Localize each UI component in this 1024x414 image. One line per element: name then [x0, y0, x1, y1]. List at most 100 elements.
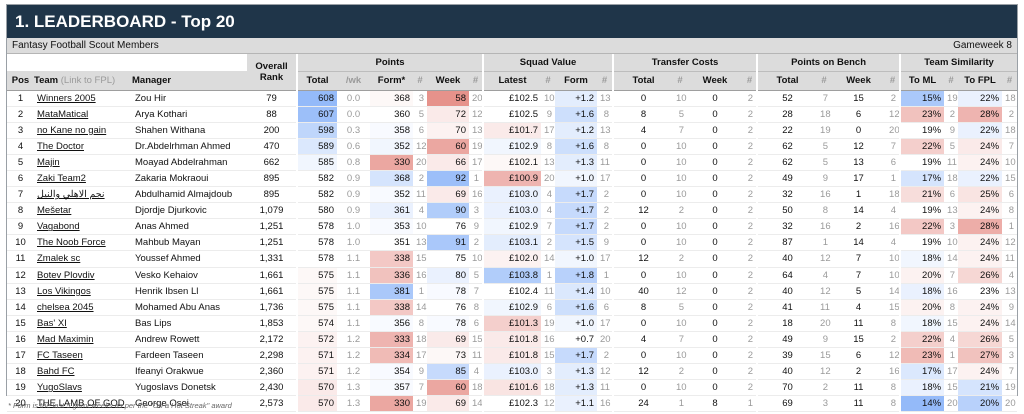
week-points-cell: 80	[427, 267, 469, 284]
team-link[interactable]: MataMatical	[34, 106, 132, 123]
squad-latest-rank-cell: 3	[541, 363, 555, 381]
bench-week-cell: 7	[831, 250, 887, 268]
points-total-cell: 589	[296, 138, 337, 155]
bench-week-rank-cell: 6	[886, 154, 901, 171]
squad-form-rank-cell: 2	[597, 186, 613, 204]
form-rank-cell: 19	[413, 395, 427, 413]
team-link[interactable]: Winners 2005	[34, 90, 132, 107]
bench-week-cell: 2	[831, 218, 887, 236]
transfer-total-cell: 12	[612, 250, 673, 268]
similarity-fpl-cell: 25%	[958, 186, 1003, 204]
squad-latest-cell: £103.8	[482, 267, 541, 284]
column-header-overall-rank: Overall Rank	[247, 54, 297, 91]
column-header-team: Team (Link to FPL)	[34, 71, 132, 91]
squad-latest-rank-cell: 4	[541, 202, 555, 220]
squad-form-cell: +1.6	[555, 299, 597, 316]
manager-cell: Mohamed Abu Anas	[132, 299, 247, 316]
manager-cell: Anas Ahmed	[132, 218, 247, 236]
squad-latest-rank-cell: 7	[541, 218, 555, 236]
squad-latest-rank-cell: 12	[541, 395, 555, 413]
bench-total-cell: 49	[756, 331, 818, 349]
team-link[interactable]: Mešetar	[34, 202, 132, 220]
table-row: 4 The Doctor Dr.Abdelrhman Ahmed 470 589 0.6 3…	[7, 138, 1018, 155]
squad-latest-rank-cell: 14	[541, 250, 555, 268]
week-rank-cell: 5	[469, 267, 483, 284]
squad-latest-rank-cell: 6	[541, 299, 555, 316]
team-link[interactable]: chelsea 2045	[34, 299, 132, 316]
team-link[interactable]: YugoSlavs	[34, 379, 132, 397]
overall-rank-cell: 1,079	[247, 202, 297, 220]
per-week-cell: 1.1	[337, 250, 370, 268]
squad-latest-rank-cell: 16	[541, 331, 555, 349]
pos-cell: 6	[7, 170, 34, 188]
squad-latest-cell: £102.4	[482, 283, 541, 300]
bench-week-rank-cell: 15	[886, 299, 901, 316]
bench-week-rank-cell: 8	[886, 395, 901, 413]
team-link[interactable]: Mad Maximin	[34, 331, 132, 349]
similarity-ml-cell: 17%	[899, 363, 945, 381]
similarity-ml-cell: 22%	[899, 331, 945, 349]
column-header-transfer-week: Week	[687, 71, 743, 91]
bench-total-cell: 87	[756, 234, 818, 252]
leaderboard-panel: 1. LEADERBOARD - Top 20 Fantasy Football…	[6, 4, 1018, 413]
similarity-fpl-rank-cell: 9	[1002, 299, 1018, 316]
team-link[interactable]: no Kane no gain	[34, 122, 132, 139]
similarity-ml-rank-cell: 15	[944, 379, 959, 397]
column-header-manager: Manager	[132, 71, 247, 91]
team-link[interactable]: Bahd FC	[34, 363, 132, 381]
form-rank-cell: 17	[413, 347, 427, 365]
team-link[interactable]: Vagabond	[34, 218, 132, 236]
week-rank-cell: 3	[469, 202, 483, 220]
bench-total-cell: 28	[756, 106, 818, 123]
overall-rank-cell: 2,573	[247, 395, 297, 413]
similarity-ml-cell: 17%	[899, 170, 945, 188]
team-link[interactable]: Zaki Team2	[34, 170, 132, 188]
team-link[interactable]: FC Taseen	[34, 347, 132, 365]
bench-week-rank-cell: 10	[886, 250, 901, 268]
squad-form-cell: +0.7	[555, 331, 597, 349]
transfer-total-rank-cell: 10	[673, 218, 687, 236]
team-link[interactable]: Zmalek sc	[34, 250, 132, 268]
week-points-cell: 91	[427, 234, 469, 252]
transfer-week-rank-cell: 2	[743, 122, 758, 139]
team-link[interactable]: THE LAMB OF GOD	[34, 395, 132, 413]
transfer-total-rank-cell: 5	[673, 106, 687, 123]
transfer-total-cell: 8	[612, 106, 673, 123]
team-link[interactable]: Los Vikingos	[34, 283, 132, 300]
week-rank-cell: 17	[469, 154, 483, 171]
similarity-ml-rank-cell: 3	[944, 218, 959, 236]
table-row: 10 The Noob Force Mahbub Mayan 1,251 578 1.0 3…	[7, 234, 1018, 252]
similarity-ml-cell: 23%	[899, 106, 945, 123]
transfer-week-rank-cell: 2	[743, 106, 758, 123]
table-row: 13 Los Vikingos Henrik Ibsen Ll 1,661 575 1.1…	[7, 283, 1018, 300]
team-link[interactable]: Botev Plovdiv	[34, 267, 132, 284]
transfer-total-cell: 0	[612, 347, 673, 365]
similarity-ml-rank-cell: 16	[944, 283, 959, 300]
points-total-cell: 598	[296, 122, 337, 139]
bench-total-rank-cell: 20	[817, 315, 832, 332]
form-rank-cell: 12	[413, 138, 427, 155]
form-cell: 330	[370, 395, 413, 413]
transfer-week-rank-cell: 2	[743, 347, 758, 365]
transfer-total-rank-cell: 7	[673, 122, 687, 139]
team-link[interactable]: نجم الاهلي والنيل	[34, 186, 132, 204]
week-points-cell: 76	[427, 299, 469, 316]
squad-latest-cell: £102.0	[482, 250, 541, 268]
team-link[interactable]: The Noob Force	[34, 234, 132, 252]
team-link[interactable]: Majin	[34, 154, 132, 171]
pos-cell: 15	[7, 315, 34, 332]
team-link[interactable]: The Doctor	[34, 138, 132, 155]
similarity-fpl-cell: 26%	[958, 267, 1003, 284]
table-row: 11 Zmalek sc Youssef Ahmed 1,331 578 1.1 338 15…	[7, 250, 1018, 268]
transfer-week-rank-cell: 2	[743, 331, 758, 349]
manager-cell: Ifeanyi Orakwue	[132, 363, 247, 381]
similarity-ml-rank-cell: 10	[944, 234, 959, 252]
transfer-total-cell: 0	[612, 315, 673, 332]
table-row: 8 Mešetar Djordje Djurkovic 1,079 580 0.9 361 4…	[7, 202, 1018, 220]
squad-form-rank-cell: 12	[597, 363, 613, 381]
squad-form-rank-cell: 2	[597, 347, 613, 365]
per-week-cell: 0.9	[337, 170, 370, 188]
squad-form-rank-cell: 2	[597, 202, 613, 220]
similarity-fpl-cell: 24%	[958, 250, 1003, 268]
team-link[interactable]: Bas' XI	[34, 315, 132, 332]
